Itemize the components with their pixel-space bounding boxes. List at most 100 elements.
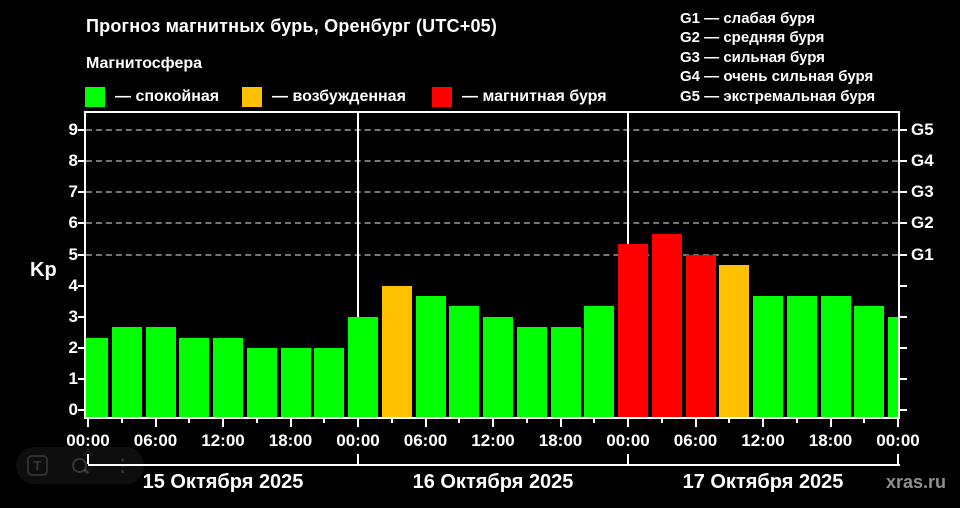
date-axis-tick — [357, 454, 359, 464]
x-axis-label: 18:00 — [538, 431, 583, 450]
x-axis-tick — [593, 418, 596, 423]
x-axis-tick — [492, 418, 494, 427]
gridline-kp7 — [86, 191, 898, 194]
x-axis-tick — [559, 418, 562, 427]
x-axis-label: 06:00 — [133, 431, 178, 450]
x-axis-tick — [154, 418, 157, 427]
storm-scale-g3: G3 — сильная буря — [680, 48, 825, 66]
page-title: Прогноз магнитных бурь, Оренбург (UTC+05… — [86, 16, 498, 36]
y-axis-label: 9 — [68, 120, 78, 140]
date-label: 17 Октября 2025 — [682, 471, 844, 493]
x-axis-tick — [458, 418, 461, 423]
kp-bar — [888, 316, 898, 417]
x-axis-tick — [525, 418, 528, 423]
chart-subtitle: Магнитосфера — [86, 55, 203, 72]
y-axis-label: 5 — [68, 244, 78, 264]
kp-bar — [550, 326, 581, 417]
y-axis-tick — [78, 191, 86, 194]
x-axis-label: 00:00 — [66, 431, 110, 450]
plot-area — [86, 113, 898, 417]
kp-bar — [651, 233, 682, 417]
kp-bar — [415, 295, 446, 417]
x-axis-tick — [627, 418, 629, 427]
x-axis-label: 12:00 — [201, 431, 245, 450]
x-axis-tick — [188, 418, 191, 423]
storm-scale-legend: G1 — слабая буря G2 — средняя буря G3 — … — [680, 9, 875, 106]
x-axis-tick — [863, 418, 866, 423]
x-axis-tick — [255, 418, 258, 423]
y-axis-tick-right — [898, 191, 907, 194]
right-axis-label: G5 — [911, 120, 934, 140]
y-axis-title: Kp — [30, 259, 57, 281]
source-link[interactable]: xras.ru — [885, 472, 946, 492]
y-axis-tick-right — [898, 315, 907, 318]
x-axis-tick — [323, 418, 326, 423]
right-axis-label: G1 — [911, 244, 934, 264]
kp-bar — [86, 337, 108, 417]
y-axis-tick-right — [898, 253, 907, 256]
more-options-button[interactable]: ⋮ — [110, 453, 136, 479]
kp-bar — [820, 295, 851, 417]
legend-label: — магнитная буря — [462, 88, 607, 105]
kp-bar — [685, 254, 716, 417]
y-axis-label: 0 — [68, 400, 78, 419]
kp-bar — [719, 264, 750, 417]
x-axis-tick — [660, 418, 663, 423]
x-axis-label: 00:00 — [876, 431, 920, 450]
right-axis-label: G4 — [911, 151, 934, 171]
legend-item-storm: — магнитная буря — [432, 86, 607, 108]
gridline-kp8 — [86, 160, 898, 163]
x-axis-label: 12:00 — [471, 431, 515, 450]
day-separator — [357, 113, 359, 417]
x-axis-tick — [762, 418, 764, 427]
x-axis-tick — [357, 418, 359, 427]
kp-bar — [348, 316, 378, 417]
kp-bar — [618, 244, 648, 417]
y-axis-tick — [78, 129, 86, 132]
x-axis-tick — [87, 418, 89, 427]
x-axis-tick — [795, 418, 798, 423]
y-axis-tick — [78, 222, 86, 225]
y-axis-tick — [78, 409, 86, 411]
y-axis-tick-right — [898, 160, 907, 163]
y-axis-tick — [78, 284, 86, 287]
x-axis-label: 00:00 — [336, 431, 380, 450]
kp-bar — [483, 316, 513, 417]
kp-bar — [314, 347, 345, 417]
kp-bar — [111, 326, 142, 417]
y-axis-tick-right — [898, 377, 907, 380]
storm-scale-g1: G1 — слабая буря — [680, 10, 816, 27]
y-axis-tick — [78, 160, 86, 163]
translate-icon: T — [26, 455, 48, 476]
y-axis-tick-right — [898, 409, 907, 411]
y-axis-tick-right — [898, 222, 907, 225]
translate-button[interactable]: T — [24, 453, 50, 479]
legend-label: — возбужденная — [272, 88, 406, 105]
y-axis-label: 6 — [68, 213, 78, 233]
more-options-icon: ⋮ — [114, 455, 132, 475]
system-overlay-toolbar: T ⋮ — [16, 447, 144, 484]
x-axis-tick — [897, 418, 899, 427]
x-axis-tick — [120, 418, 123, 423]
y-axis-tick — [78, 346, 86, 349]
date-axis-line — [88, 464, 900, 466]
x-axis-tick — [694, 418, 697, 427]
y-axis-tick — [78, 377, 86, 380]
y-axis-label: 3 — [68, 306, 78, 326]
y-axis-label: 4 — [68, 275, 78, 295]
date-axis-tick — [897, 454, 899, 464]
x-axis-label: 18:00 — [268, 431, 313, 450]
kp-bar — [854, 306, 885, 417]
right-axis-label: G3 — [911, 182, 934, 202]
kp-bar — [449, 306, 480, 417]
legend-item-quiet: — спокойная — [85, 86, 219, 108]
y-axis-tick — [78, 315, 86, 318]
x-axis-label: 06:00 — [673, 431, 718, 450]
search-icon — [71, 457, 90, 475]
x-axis-tick — [728, 418, 731, 423]
y-axis-label: 2 — [68, 337, 78, 357]
search-button[interactable] — [67, 453, 93, 479]
x-axis-label: 06:00 — [403, 431, 448, 450]
y-axis-tick-right — [898, 346, 907, 349]
